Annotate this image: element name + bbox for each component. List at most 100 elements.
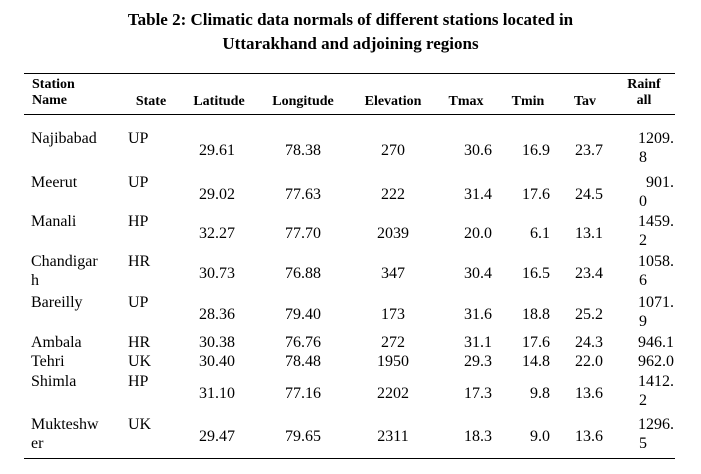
cell-tmax: 30.6 xyxy=(464,142,492,159)
cell-rainfall: 1296. xyxy=(638,416,674,433)
cell-rainfall: 1459. xyxy=(638,213,674,230)
cell-elevation: 1950 xyxy=(377,353,409,370)
cell-rainfall: 901. xyxy=(646,174,674,191)
cell-tmin: 16.5 xyxy=(522,265,550,282)
table-bottom-rule xyxy=(24,458,675,459)
cell-state: HR xyxy=(128,334,151,351)
header-rainfall-line-2: all xyxy=(636,93,652,108)
cell-tmin: 9.8 xyxy=(530,385,550,402)
cell-rainfall-cont: 9 xyxy=(639,313,647,330)
cell-longitude: 79.40 xyxy=(285,306,321,323)
cell-tmin: 16.9 xyxy=(522,142,550,159)
cell-elevation: 173 xyxy=(381,306,405,323)
cell-state: UP xyxy=(128,130,149,147)
cell-longitude: 77.63 xyxy=(285,186,321,203)
cell-latitude: 29.61 xyxy=(199,142,235,159)
cell-tav: 25.2 xyxy=(575,306,603,323)
cell-latitude: 29.47 xyxy=(199,428,235,445)
cell-elevation: 2311 xyxy=(377,428,409,445)
cell-tmax: 30.4 xyxy=(464,265,492,282)
cell-longitude: 77.70 xyxy=(285,225,321,242)
cell-station-name: Najibabad xyxy=(31,130,97,147)
cell-tav: 13.6 xyxy=(575,385,603,402)
cell-elevation: 272 xyxy=(381,334,405,351)
header-elevation: Elevation xyxy=(364,94,422,109)
cell-state: UP xyxy=(128,174,149,191)
cell-station-name: Meerut xyxy=(31,174,78,191)
cell-station-name: Manali xyxy=(31,213,77,230)
cell-station-name: Ambala xyxy=(31,334,82,351)
cell-longitude: 76.88 xyxy=(285,265,321,282)
cell-rainfall-cont: 0 xyxy=(639,193,647,210)
cell-tav: 24.5 xyxy=(575,186,603,203)
cell-tmin: 6.1 xyxy=(530,225,550,242)
header-state: State xyxy=(135,94,167,109)
cell-elevation: 270 xyxy=(381,142,405,159)
header-latitude: Latitude xyxy=(193,94,245,109)
cell-tmin: 17.6 xyxy=(522,186,550,203)
cell-rainfall: 1412. xyxy=(638,373,674,390)
cell-tmax: 31.1 xyxy=(464,334,492,351)
cell-longitude: 76.76 xyxy=(285,334,321,351)
cell-station-name: Mukteshw xyxy=(31,416,99,433)
cell-state: UP xyxy=(128,294,149,311)
cell-tmax: 17.3 xyxy=(464,385,492,402)
cell-tmin: 14.8 xyxy=(522,353,550,370)
header-tmax: Tmax xyxy=(448,94,484,109)
cell-latitude: 29.02 xyxy=(199,186,235,203)
table-header-rule xyxy=(24,114,675,115)
cell-rainfall: 1209. xyxy=(638,130,674,147)
cell-state: HP xyxy=(128,213,149,230)
table-title-line-2: Uttarakhand and adjoining regions xyxy=(222,34,479,53)
cell-latitude: 30.40 xyxy=(199,353,235,370)
cell-tmax: 29.3 xyxy=(464,353,492,370)
cell-latitude: 30.38 xyxy=(199,334,235,351)
header-tmin: Tmin xyxy=(511,94,545,109)
table-top-rule xyxy=(24,73,675,74)
cell-tmax: 18.3 xyxy=(464,428,492,445)
header-station-line-2: Name xyxy=(32,93,67,108)
header-longitude: Longitude xyxy=(272,94,334,109)
cell-tmax: 31.4 xyxy=(464,186,492,203)
cell-tmax: 31.6 xyxy=(464,306,492,323)
cell-rainfall-cont: 8 xyxy=(639,149,647,166)
cell-tav: 24.3 xyxy=(575,334,603,351)
cell-longitude: 77.16 xyxy=(285,385,321,402)
cell-tav: 13.6 xyxy=(575,428,603,445)
cell-elevation: 347 xyxy=(381,265,405,282)
cell-tmin: 18.8 xyxy=(522,306,550,323)
cell-rainfall: 962.0 xyxy=(638,353,674,370)
cell-rainfall-cont: 6 xyxy=(639,272,647,289)
cell-state: HR xyxy=(128,253,151,270)
cell-rainfall: 1071. xyxy=(638,294,674,311)
cell-tav: 22.0 xyxy=(575,353,603,370)
cell-rainfall: 946.1 xyxy=(638,334,674,351)
cell-rainfall-cont: 2 xyxy=(639,232,647,249)
header-station-line-1: Station xyxy=(32,77,75,92)
cell-latitude: 32.27 xyxy=(199,225,235,242)
cell-elevation: 222 xyxy=(381,186,405,203)
cell-station-name: Chandigar xyxy=(31,253,98,270)
cell-rainfall-cont: 2 xyxy=(639,392,647,409)
cell-elevation: 2202 xyxy=(377,385,409,402)
cell-state: UK xyxy=(128,416,152,433)
cell-tmax: 20.0 xyxy=(464,225,492,242)
cell-longitude: 79.65 xyxy=(285,428,321,445)
cell-station-name: Bareilly xyxy=(31,294,83,311)
cell-tav: 13.1 xyxy=(575,225,603,242)
cell-latitude: 31.10 xyxy=(199,385,235,402)
cell-latitude: 30.73 xyxy=(199,265,235,282)
cell-elevation: 2039 xyxy=(377,225,409,242)
cell-tav: 23.4 xyxy=(575,265,603,282)
cell-longitude: 78.38 xyxy=(285,142,321,159)
cell-tav: 23.7 xyxy=(575,142,603,159)
header-rainfall-line-1: Rainf xyxy=(627,77,661,92)
cell-station-name: Shimla xyxy=(31,373,77,390)
cell-longitude: 78.48 xyxy=(285,353,321,370)
cell-tmin: 17.6 xyxy=(522,334,550,351)
cell-rainfall: 1058. xyxy=(638,253,674,270)
header-tav: Tav xyxy=(573,94,597,109)
cell-state: HP xyxy=(128,373,149,390)
cell-tmin: 9.0 xyxy=(530,428,550,445)
cell-station-name-cont: er xyxy=(31,435,44,452)
